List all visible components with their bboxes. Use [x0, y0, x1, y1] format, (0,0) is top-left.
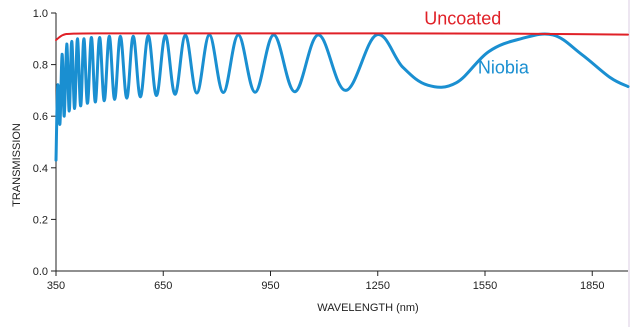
x-tick-label: 650: [154, 280, 172, 292]
y-tick-label: 0.8: [33, 60, 48, 72]
y-axis: 0.0 0.2 0.4 0.6 0.8 1.0: [33, 8, 57, 278]
x-tick-label: 1250: [366, 280, 390, 292]
series-layer: [54, 32, 630, 162]
series-line-niobia: [54, 32, 630, 162]
y-tick-label: 0.2: [33, 214, 48, 226]
y-tick-label: 0.4: [33, 163, 48, 175]
series-line-uncoated: [55, 32, 629, 42]
series-label-uncoated: Uncoated: [424, 9, 501, 29]
y-tick-label: 1.0: [33, 8, 48, 20]
x-axis-title: WAVELENGTH (nm): [317, 302, 418, 314]
x-tick-label: 1550: [473, 280, 497, 292]
x-tick-label: 350: [47, 280, 65, 292]
y-tick-label: 0.6: [33, 111, 48, 123]
annotation-layer: Uncoated Niobia: [424, 9, 530, 78]
x-tick-label: 950: [261, 280, 279, 292]
series-label-niobia: Niobia: [478, 58, 530, 78]
y-tick-label: 0.0: [33, 266, 48, 278]
y-axis-title: TRANSMISSION: [11, 123, 23, 207]
x-axis: 350 650 950 1250 1550 1850: [47, 270, 628, 292]
x-tick-label: 1850: [580, 280, 604, 292]
